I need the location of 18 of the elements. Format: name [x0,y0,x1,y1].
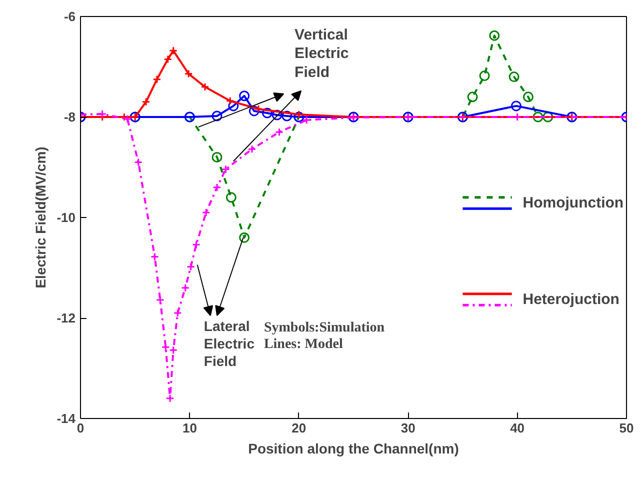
y-tick-label: -12 [56,310,76,326]
y-tick-label: -10 [56,210,76,225]
legend-label: Heterojuction [522,291,620,308]
x-tick-label: 20 [292,420,306,436]
legend-label: Homojunction [522,194,624,212]
annotation: Lateral Electric Field [204,318,255,370]
x-tick-label: 0 [76,420,84,436]
x-tick-label: 10 [182,420,197,436]
y-tick-label: -8 [64,110,76,124]
y-tick-label: -6 [64,9,76,24]
x-tick-label: 50 [619,420,634,436]
y-axis-title: Electric Field(MV/cm) [32,146,49,288]
y-tick-label: -14 [56,411,76,426]
annotation: Vertical Electric Field [294,26,349,81]
x-tick-label: 30 [400,420,416,436]
annotation: Symbols:Simulation Lines: Model [264,320,385,352]
x-axis-title: Position along the Channel(nm) [248,440,459,456]
x-tick-label: 40 [510,420,525,436]
